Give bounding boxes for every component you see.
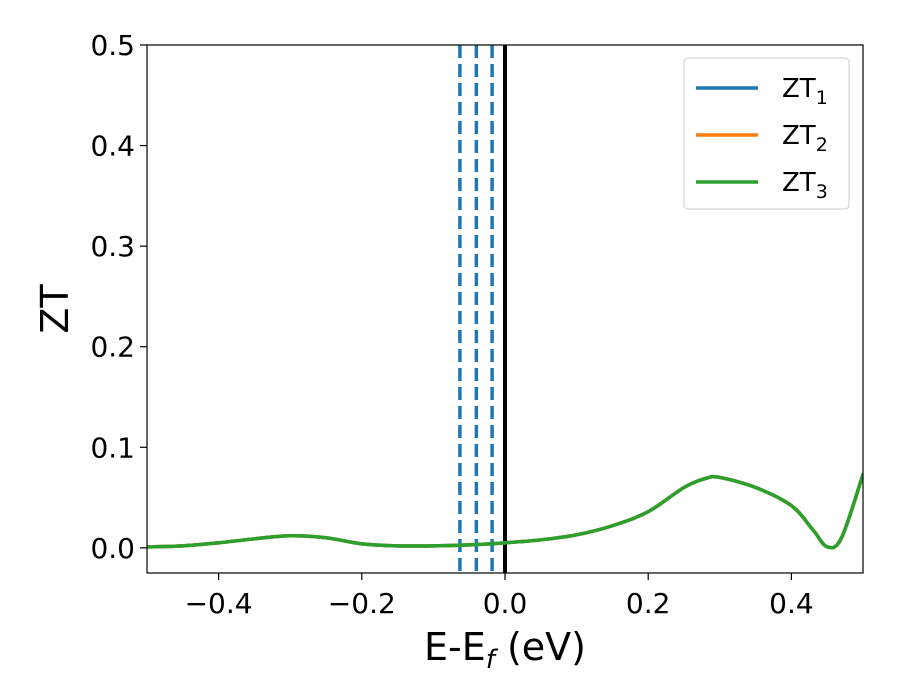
y-tick-label: 0.4 bbox=[90, 130, 135, 163]
y-tick-label: 0.2 bbox=[90, 331, 135, 364]
legend-box bbox=[683, 57, 850, 210]
x-axis-title: E-Ef (eV) bbox=[424, 625, 586, 675]
y-tick-label: 0.3 bbox=[90, 230, 135, 263]
x-tick-label: 0.2 bbox=[626, 587, 671, 620]
legend-items: ZT1 ZT2 ZT3 bbox=[696, 74, 828, 203]
x-tick-label: −0.2 bbox=[328, 587, 396, 620]
series-line-zt3 bbox=[147, 472, 863, 550]
y-axis-title: ZT bbox=[33, 284, 77, 334]
x-axis-ticks: −0.4 −0.2 0.0 0.2 0.4 bbox=[185, 573, 814, 620]
legend-label-zt3: ZT3 bbox=[782, 168, 828, 203]
legend: ZT1 ZT2 ZT3 bbox=[683, 57, 850, 210]
y-tick-label: 0.0 bbox=[90, 532, 135, 565]
legend-label-zt1: ZT1 bbox=[782, 74, 828, 109]
legend-label-zt2: ZT2 bbox=[782, 121, 828, 156]
y-tick-label: 0.1 bbox=[90, 431, 135, 464]
vertical-reference-lines bbox=[458, 45, 507, 573]
y-axis-ticks: 0.0 0.1 0.2 0.3 0.4 0.5 bbox=[90, 29, 147, 565]
x-tick-label: −0.4 bbox=[185, 587, 253, 620]
x-tick-label: 0.0 bbox=[483, 587, 528, 620]
y-tick-label: 0.5 bbox=[90, 29, 135, 62]
x-tick-label: 0.4 bbox=[769, 587, 814, 620]
series-lines bbox=[147, 472, 863, 550]
